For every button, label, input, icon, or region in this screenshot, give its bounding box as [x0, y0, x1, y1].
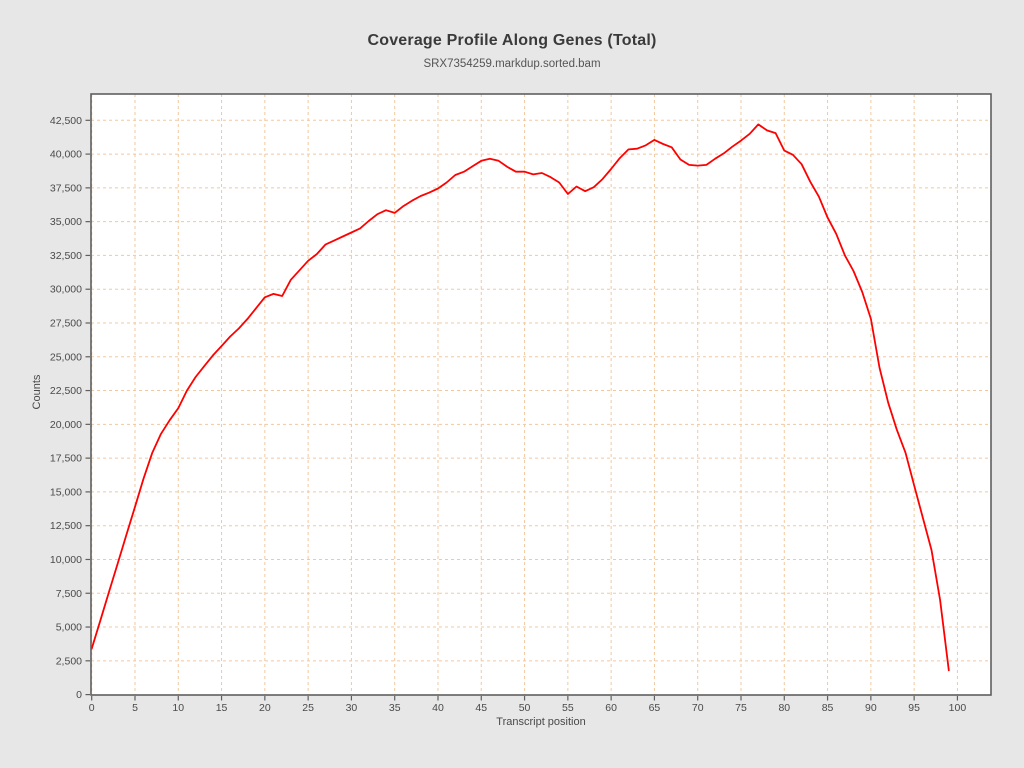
x-tick-label: 75 — [735, 702, 747, 714]
x-axis-title: Transcript position — [496, 716, 586, 728]
x-tick-label: 60 — [605, 702, 617, 714]
chart-title: Coverage Profile Along Genes (Total) — [367, 32, 657, 49]
y-axis-title: Counts — [31, 374, 43, 410]
y-tick-label: 35,000 — [50, 216, 82, 228]
x-tick-label: 65 — [649, 702, 661, 714]
y-tick-label: 30,000 — [50, 284, 82, 296]
grid-lines — [91, 94, 991, 695]
y-tick-label: 22,500 — [50, 385, 82, 397]
y-tick-label: 2,500 — [56, 655, 82, 667]
y-tick-label: 20,000 — [50, 419, 82, 431]
x-tick-label: 100 — [949, 702, 967, 714]
plot-frame — [90, 93, 992, 696]
x-tick-label: 95 — [908, 702, 920, 714]
plot-area — [91, 94, 991, 695]
y-tick-label: 12,500 — [50, 520, 82, 532]
x-tick-label: 35 — [389, 702, 401, 714]
x-tick-label: 45 — [475, 702, 487, 714]
x-tick-label: 40 — [432, 702, 444, 714]
x-tick-label: 90 — [865, 702, 877, 714]
y-tick-label: 0 — [76, 689, 82, 701]
chart-subtitle: SRX7354259.markdup.sorted.bam — [423, 58, 601, 70]
y-tick-label: 40,000 — [50, 149, 82, 161]
x-tick-label: 55 — [562, 702, 574, 714]
y-tick-label: 42,500 — [50, 115, 82, 127]
x-tick-label: 15 — [216, 702, 228, 714]
y-tick-label: 15,000 — [50, 486, 82, 498]
x-tick-label: 70 — [692, 702, 704, 714]
y-tick-label: 17,500 — [50, 453, 82, 465]
y-tick-label: 7,500 — [56, 588, 82, 600]
y-tick-label: 5,000 — [56, 622, 82, 634]
x-axis-ticks: 0 5 10 15 20 25 30 35 40 45 50 55 60 65 70 75 80 85 90 95 10… — [89, 696, 967, 714]
y-tick-label: 27,500 — [50, 317, 82, 329]
x-tick-label: 10 — [172, 702, 184, 714]
x-tick-label: 25 — [302, 702, 314, 714]
x-tick-label: 5 — [132, 702, 138, 714]
x-tick-label: 30 — [346, 702, 358, 714]
x-tick-label: 20 — [259, 702, 271, 714]
x-tick-label: 0 — [89, 702, 95, 714]
x-tick-label: 80 — [778, 702, 790, 714]
y-tick-label: 37,500 — [50, 182, 82, 194]
coverage-series-line — [90, 123, 950, 672]
y-tick-label: 32,500 — [50, 250, 82, 262]
x-tick-label: 85 — [822, 702, 834, 714]
y-tick-label: 10,000 — [50, 554, 82, 566]
y-axis-ticks: 0 2,500 5,000 7,500 10,000 12,500 15,000 17,500… — [50, 115, 90, 701]
x-tick-label: 50 — [519, 702, 531, 714]
y-tick-label: 25,000 — [50, 351, 82, 363]
